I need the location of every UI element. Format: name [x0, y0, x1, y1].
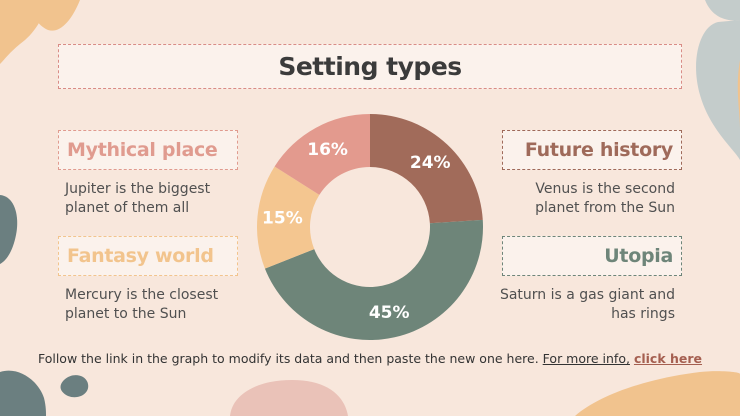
finger-blob-top-left: [22, 0, 80, 31]
donut-slice[interactable]: [264, 219, 483, 340]
blob-left-teal: [0, 195, 18, 264]
desc-utopia: Saturn is a gas giant and has rings: [500, 286, 675, 324]
desc-line: has rings: [611, 306, 675, 322]
donut-chart[interactable]: 24% 45% 15% 16%: [257, 114, 483, 340]
footer-text: Follow the link in the graph to modify i…: [37, 351, 539, 366]
blob-bottom-left-teal: [0, 370, 46, 416]
label-utopia: Utopia: [502, 236, 682, 276]
more-info-link[interactable]: For more info,: [542, 351, 630, 366]
blob-right-gray: [696, 20, 740, 160]
slice-label: 16%: [307, 140, 348, 160]
label-mythical-place: Mythical place: [58, 130, 238, 170]
donut-slice[interactable]: [370, 114, 483, 224]
page-title: Setting types: [278, 52, 462, 81]
slice-label: 24%: [410, 153, 451, 173]
blob-bottom-left-small: [60, 375, 89, 398]
blob-top-right: [705, 0, 740, 21]
title-box: Setting types: [58, 44, 682, 89]
desc-line: planet of them all: [65, 200, 190, 216]
label-future-history: Future history: [502, 130, 682, 170]
label-text: Utopia: [604, 245, 673, 267]
desc-mythical-place: Jupiter is the biggest planet of them al…: [65, 180, 210, 218]
desc-line: Jupiter is the biggest: [65, 181, 211, 197]
label-text: Future history: [524, 139, 673, 161]
label-text: Mythical place: [67, 139, 218, 161]
label-fantasy-world: Fantasy world: [58, 236, 238, 276]
donut-slice[interactable]: [257, 166, 320, 269]
desc-fantasy-world: Mercury is the closest planet to the Sun: [65, 286, 218, 324]
blob-bottom-right-peach: [575, 371, 740, 416]
desc-line: planet from the Sun: [535, 200, 675, 216]
desc-line: Saturn is a gas giant and: [499, 287, 675, 303]
blob-right-peach: [737, 60, 740, 130]
desc-line: Venus is the second: [535, 181, 675, 197]
donut-slice[interactable]: [274, 114, 370, 195]
desc-future-history: Venus is the second planet from the Sun: [535, 180, 675, 218]
click-here-link[interactable]: click here: [633, 351, 703, 366]
desc-line: Mercury is the closest: [65, 287, 219, 303]
slice-label: 45%: [369, 303, 410, 323]
label-text: Fantasy world: [67, 245, 214, 267]
footer: Follow the link in the graph to modify i…: [0, 351, 740, 366]
desc-line: planet to the Sun: [65, 306, 187, 322]
blob-bottom-center: [230, 380, 348, 416]
slice-label: 15%: [262, 209, 303, 229]
